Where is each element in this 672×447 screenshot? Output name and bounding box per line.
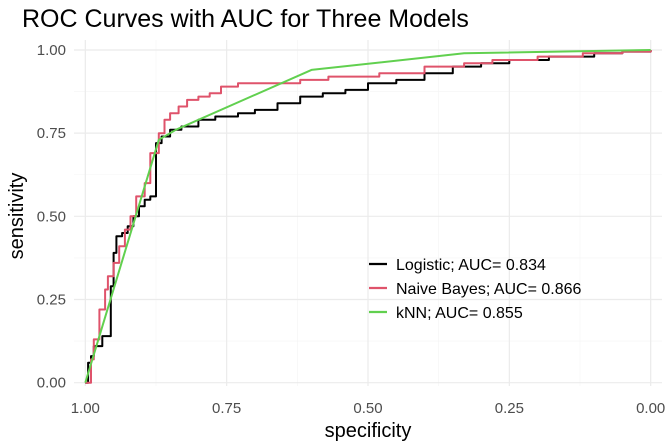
x-axis-ticks: 1.00 0.75 0.50 0.25 0.00 bbox=[71, 400, 666, 417]
legend: Logistic; AUC= 0.834 Naive Bayes; AUC= 0.… bbox=[369, 257, 582, 322]
x-tick-label: 0.25 bbox=[495, 400, 524, 417]
x-tick-label: 0.50 bbox=[353, 400, 382, 417]
x-tick-label: 1.00 bbox=[71, 400, 100, 417]
legend-label: Logistic; AUC= 0.834 bbox=[396, 257, 546, 274]
x-axis-title: specificity bbox=[325, 420, 412, 442]
roc-line-series-3 bbox=[84, 49, 651, 383]
y-tick-label: 0.00 bbox=[37, 375, 66, 392]
plot-lines bbox=[84, 49, 652, 384]
y-tick-label: 0.25 bbox=[37, 292, 66, 309]
y-tick-label: 1.00 bbox=[37, 42, 66, 59]
x-tick-label: 0.00 bbox=[636, 400, 665, 417]
x-tick-label: 0.75 bbox=[212, 400, 241, 417]
plot-grid bbox=[74, 40, 662, 386]
y-axis-ticks: 0.00 0.25 0.50 0.75 1.00 bbox=[37, 42, 66, 392]
legend-label: Naive Bayes; AUC= 0.866 bbox=[396, 281, 582, 298]
y-tick-label: 0.50 bbox=[37, 208, 66, 225]
roc-line-series-2 bbox=[85, 50, 652, 384]
y-tick-label: 0.75 bbox=[37, 125, 66, 142]
chart-title: ROC Curves with AUC for Three Models bbox=[22, 5, 469, 33]
y-axis-title: sensitivity bbox=[6, 173, 28, 260]
legend-label: kNN; AUC= 0.855 bbox=[396, 305, 523, 322]
